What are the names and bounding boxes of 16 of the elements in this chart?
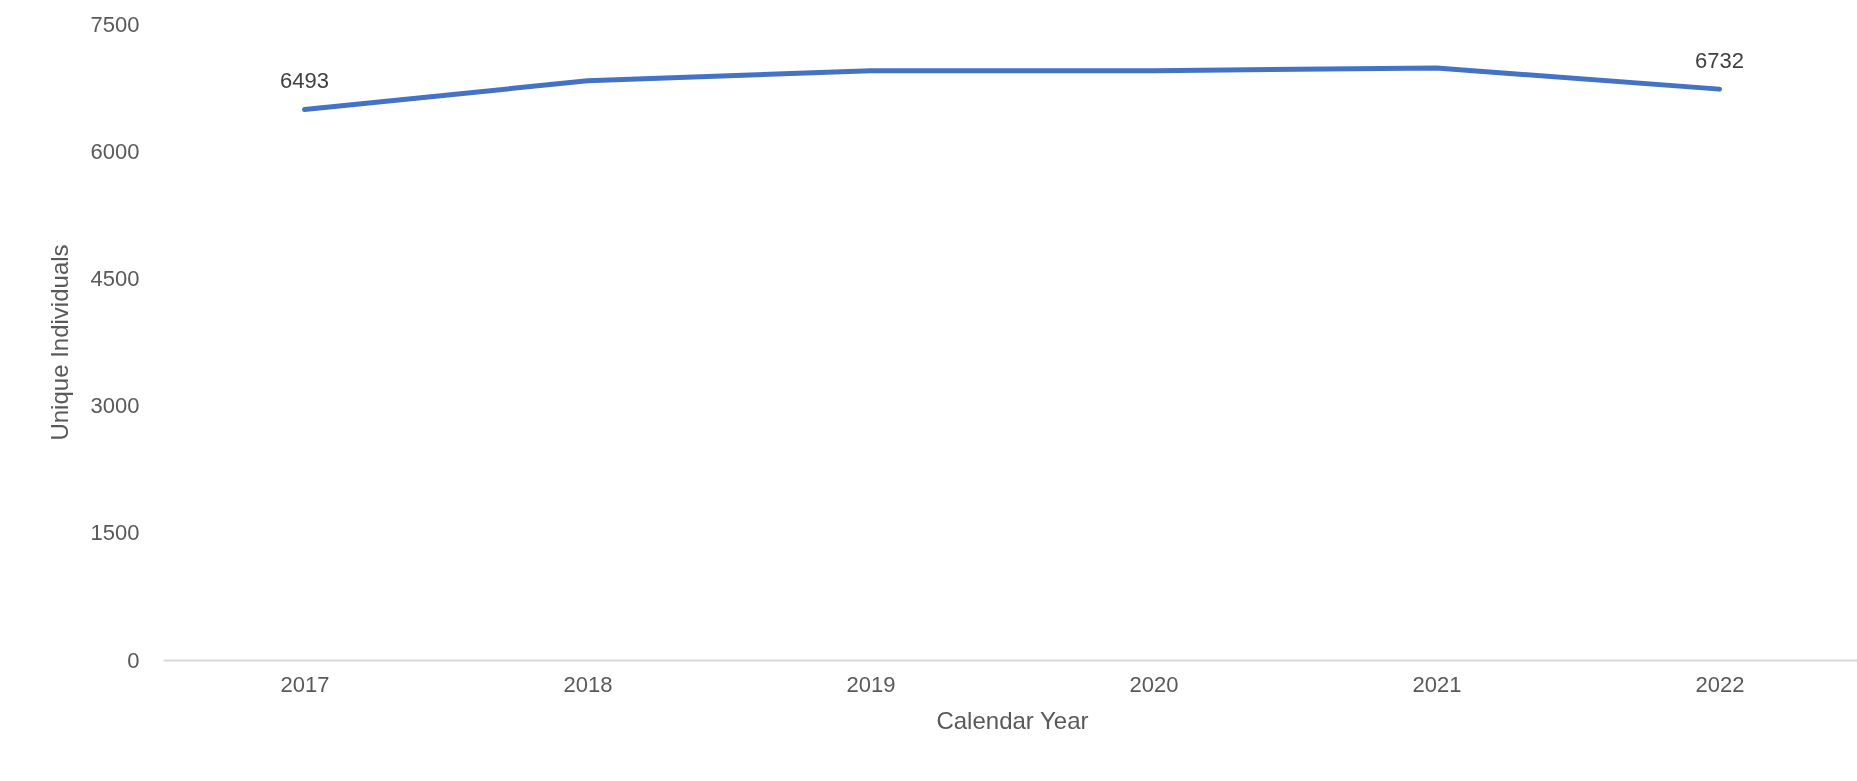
x-tick-label: 2017 <box>280 671 330 697</box>
x-tick-label: 2018 <box>563 671 613 697</box>
y-tick-label: 6000 <box>90 138 140 164</box>
y-axis-title: Unique Individuals <box>45 244 73 441</box>
data-label: 6493 <box>280 68 329 94</box>
y-tick-label: 7500 <box>90 11 140 37</box>
y-tick-label: 4500 <box>90 265 140 291</box>
data-label: 6732 <box>1695 48 1744 74</box>
x-tick-label: 2019 <box>846 671 896 697</box>
y-tick-label: 1500 <box>90 520 140 546</box>
y-tick-label: 3000 <box>90 393 140 419</box>
y-tick-label: 0 <box>127 647 140 673</box>
x-tick-label: 2021 <box>1412 671 1462 697</box>
x-tick-label: 2022 <box>1695 671 1745 697</box>
x-tick-label: 2020 <box>1129 671 1179 697</box>
x-axis-title: Calendar Year <box>936 706 1089 734</box>
